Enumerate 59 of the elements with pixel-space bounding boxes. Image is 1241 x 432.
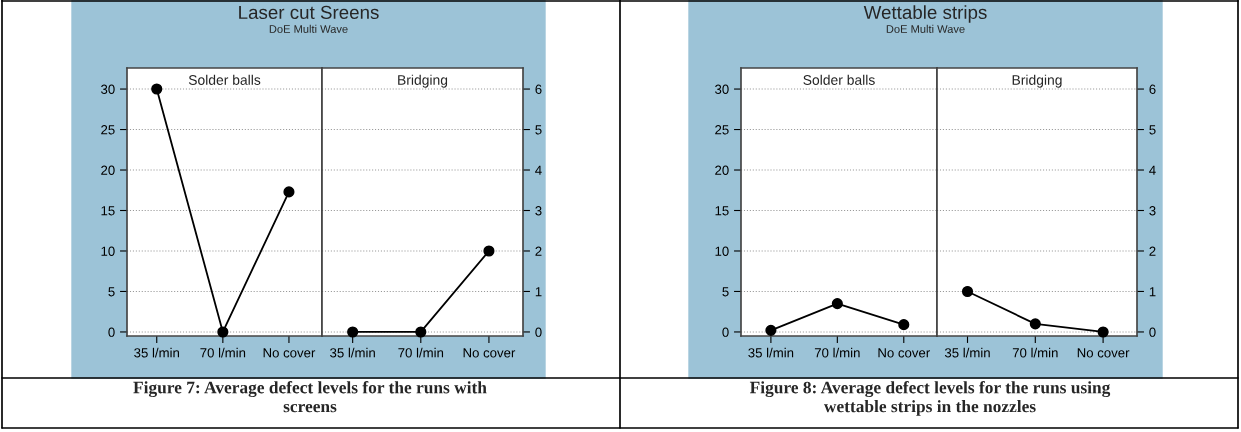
y-tick-label: 5 (108, 287, 115, 297)
point (1097, 326, 1109, 338)
y-tick-label: 30 (715, 84, 729, 94)
y2-tick-label: 0 (1149, 327, 1156, 337)
x-tick-label: No cover (463, 348, 516, 358)
y2-tick-label: 5 (535, 125, 542, 135)
point (217, 326, 229, 338)
y-tick-label: 20 (101, 165, 115, 175)
point (1029, 318, 1041, 330)
text: DoE Multi Wave (886, 24, 965, 33)
y-tick-label: 30 (101, 84, 115, 94)
x-tick-label: 35 l/min (134, 347, 179, 358)
y2-tick-label: 6 (535, 84, 542, 94)
y2-tick-label: 5 (1149, 125, 1156, 135)
x-tick-label: 70 l/min (398, 347, 444, 358)
x-tick-label: No cover (263, 348, 316, 358)
y2-tick-label: 3 (535, 206, 542, 216)
chart-title: Bridging (1012, 74, 1062, 88)
y2-tick-label: 6 (1149, 84, 1156, 94)
chart-title: Solder balls (803, 74, 875, 85)
x-tick-label: 35 l/min (330, 347, 375, 358)
caption: Figure 7: Average defect levels for the runs with screens (133, 381, 487, 413)
point (151, 83, 163, 95)
y-tick-label: 5 (722, 287, 729, 297)
y-tick-label: 25 (715, 125, 729, 135)
y2-tick-label: 0 (535, 327, 542, 337)
y2-tick-label: 1 (535, 287, 542, 297)
chart-title: Solder balls (188, 74, 261, 85)
y2-tick-label: 2 (535, 246, 542, 256)
x-tick-label: 70 l/min (200, 347, 246, 358)
y-tick-label: 0 (108, 327, 115, 337)
y2-tick-label: 1 (1149, 287, 1156, 297)
chart-title: Bridging (398, 74, 448, 88)
point (283, 186, 295, 198)
x-tick-label: 70 l/min (814, 347, 860, 358)
x-tick-label: No cover (878, 348, 930, 358)
y2-tick-label: 4 (535, 165, 542, 175)
y-tick-label: 15 (101, 206, 115, 216)
y2-tick-label: 2 (1149, 246, 1156, 256)
point (898, 319, 910, 331)
caption: Figure 8: Average defect levels for the runs using wettable strips in the nozzles (749, 381, 1111, 416)
y-tick-label: 10 (101, 246, 115, 256)
text: Wettable strips (863, 5, 987, 23)
point (961, 285, 974, 298)
y2-tick-label: 3 (1149, 206, 1156, 216)
x-tick-label: No cover (1077, 348, 1130, 358)
y-tick-label: 25 (101, 125, 115, 135)
point (765, 324, 777, 336)
point (831, 298, 843, 310)
y2-tick-label: 4 (1149, 165, 1156, 175)
text: Laser cut Sreens (239, 5, 379, 20)
x-tick-label: 70 l/min (1012, 347, 1058, 358)
y-tick-label: 20 (715, 165, 729, 175)
text: DoE Multi Wave (269, 24, 348, 33)
x-tick-label: 35 l/min (748, 347, 794, 358)
y-tick-label: 10 (715, 246, 729, 256)
y-tick-label: 15 (715, 206, 729, 216)
x-tick-label: 35 l/min (944, 347, 990, 358)
y-tick-label: 0 (722, 327, 729, 337)
